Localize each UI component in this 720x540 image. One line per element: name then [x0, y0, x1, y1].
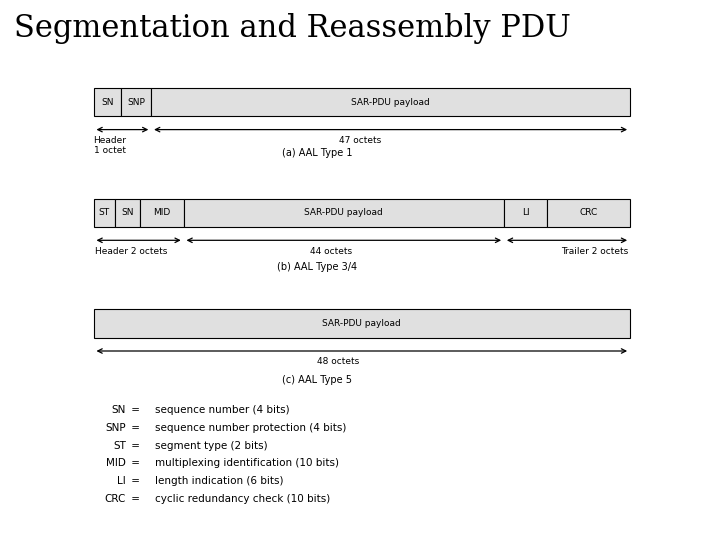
Text: LI: LI: [522, 208, 529, 217]
Text: sequence number protection (4 bits): sequence number protection (4 bits): [155, 423, 346, 433]
Text: SNP: SNP: [105, 423, 126, 433]
Bar: [94, 88, 121, 116]
Bar: [94, 199, 115, 227]
Text: 48 octets: 48 octets: [318, 357, 359, 367]
Text: Trailer 2 octets: Trailer 2 octets: [562, 247, 629, 256]
Text: Header 2 octets: Header 2 octets: [95, 247, 168, 256]
Text: MID: MID: [153, 208, 171, 217]
Bar: [184, 199, 504, 227]
Text: SAR-PDU payload: SAR-PDU payload: [351, 98, 430, 106]
Text: (c) AAL Type 5: (c) AAL Type 5: [282, 375, 352, 386]
Text: MID: MID: [106, 458, 126, 469]
Bar: [115, 199, 140, 227]
Bar: [121, 88, 151, 116]
Text: SN: SN: [101, 98, 114, 106]
Text: =: =: [128, 405, 147, 415]
Bar: [140, 199, 184, 227]
Text: 47 octets: 47 octets: [339, 136, 381, 145]
Text: =: =: [128, 458, 147, 469]
Text: (b) AAL Type 3/4: (b) AAL Type 3/4: [276, 262, 357, 272]
Bar: [547, 199, 630, 227]
Text: =: =: [128, 423, 147, 433]
Bar: [151, 88, 630, 116]
Text: SAR-PDU payload: SAR-PDU payload: [305, 208, 383, 217]
Text: LI: LI: [117, 476, 126, 487]
Text: segment type (2 bits): segment type (2 bits): [155, 441, 267, 451]
Text: SAR-PDU payload: SAR-PDU payload: [323, 319, 401, 328]
Text: =: =: [128, 441, 147, 451]
Text: =: =: [128, 476, 147, 487]
Text: =: =: [128, 494, 147, 504]
Text: Header
1 octet: Header 1 octet: [94, 136, 127, 156]
Bar: [94, 309, 630, 338]
Text: Segmentation and Reassembly PDU: Segmentation and Reassembly PDU: [14, 14, 571, 44]
Text: cyclic redundancy check (10 bits): cyclic redundancy check (10 bits): [155, 494, 330, 504]
Text: SN: SN: [122, 208, 134, 217]
Text: ST: ST: [99, 208, 110, 217]
Text: sequence number (4 bits): sequence number (4 bits): [155, 405, 289, 415]
Text: SN: SN: [112, 405, 126, 415]
Text: multiplexing identification (10 bits): multiplexing identification (10 bits): [155, 458, 339, 469]
Text: SNP: SNP: [127, 98, 145, 106]
Text: length indication (6 bits): length indication (6 bits): [155, 476, 283, 487]
Text: (a) AAL Type 1: (a) AAL Type 1: [282, 148, 352, 159]
Text: CRC: CRC: [104, 494, 126, 504]
Bar: [504, 199, 547, 227]
Text: ST: ST: [113, 441, 126, 451]
Text: CRC: CRC: [580, 208, 598, 217]
Text: 44 octets: 44 octets: [310, 247, 352, 256]
